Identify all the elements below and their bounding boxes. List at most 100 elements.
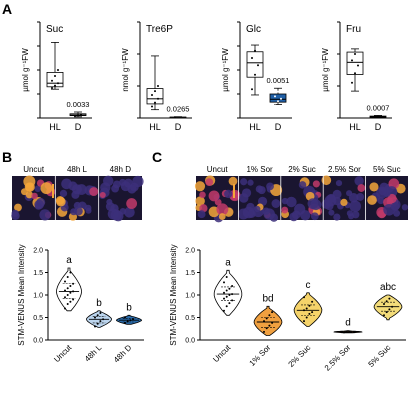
- box-rect: [146, 88, 164, 105]
- data-point: [271, 321, 274, 324]
- cell-nucleus: [310, 212, 319, 221]
- data-point: [124, 321, 126, 324]
- image-label: 1% Sor: [246, 165, 273, 174]
- cell-nucleus: [11, 211, 20, 220]
- image-label: 48h L: [67, 165, 88, 174]
- data-point: [305, 307, 308, 310]
- cell-nucleus: [326, 193, 336, 204]
- data-point: [268, 324, 271, 327]
- panel-b-violin-chart: 0.0 0.5 1.0 1.5 2.0 STM-VENUS Mean Intensity a…: [17, 244, 144, 365]
- group-label-D: D: [275, 122, 282, 132]
- data-point: [357, 64, 359, 67]
- y-tick-label: 0.0: [33, 338, 43, 345]
- data-point: [254, 49, 256, 52]
- significance-letter: abc: [380, 282, 396, 293]
- box-D: [269, 87, 287, 105]
- category-label: 48h L: [83, 343, 104, 364]
- image-label: Uncut: [207, 165, 229, 174]
- data-point: [154, 101, 156, 104]
- data-point: [157, 97, 159, 100]
- cell-nucleus: [300, 210, 311, 221]
- y-tick-label: 1.0: [33, 293, 43, 300]
- y-axis-label: STM-VENUS Mean Intensity: [17, 244, 26, 345]
- metabolite-label: Glc: [246, 24, 261, 35]
- y-tick-label: 0.0: [185, 338, 195, 345]
- data-point: [308, 312, 311, 315]
- category-label: 2.5% Sor: [323, 343, 353, 373]
- cell-nucleus: [321, 175, 332, 186]
- y-tick-label: 1.5: [185, 270, 195, 277]
- data-point: [388, 297, 391, 300]
- box-D: [169, 116, 187, 119]
- data-point: [94, 325, 96, 328]
- box-rect: [246, 51, 264, 78]
- cell-nucleus: [271, 199, 281, 208]
- cell-nucleus: [387, 193, 397, 204]
- significance-letter: c: [306, 280, 311, 291]
- data-point: [383, 314, 385, 317]
- violin-shape: [253, 305, 283, 336]
- data-point: [345, 330, 348, 333]
- colorbar: [233, 184, 235, 198]
- data-point: [69, 271, 72, 274]
- data-point: [102, 318, 105, 321]
- image-label: Uncut: [23, 165, 45, 174]
- cell-nucleus: [224, 189, 233, 199]
- data-point: [151, 93, 153, 96]
- cell-nucleus: [205, 178, 214, 187]
- violin-shape: [293, 292, 323, 327]
- data-point: [72, 290, 75, 293]
- cell-nucleus: [102, 175, 114, 187]
- metabolite-label: Tre6P: [146, 24, 173, 35]
- y-axis-label: nmol g⁻¹FW: [121, 48, 130, 92]
- cell-nucleus: [99, 191, 106, 199]
- cell-nucleus: [340, 198, 348, 207]
- violin-3: [333, 330, 363, 334]
- data-point: [223, 297, 225, 300]
- cell-nucleus: [76, 184, 87, 195]
- cell-nucleus: [255, 185, 264, 193]
- category-label: Uncut: [52, 343, 74, 365]
- cell-nucleus: [59, 189, 68, 198]
- cell-nucleus: [346, 190, 353, 197]
- panel-c-violin-chart: 0.0 0.5 1.0 1.5 2.0 STM-VENUS Mean Intensity a…: [169, 244, 406, 373]
- y-axis-label: µmol g⁻¹FW: [221, 48, 230, 92]
- data-point: [66, 287, 69, 290]
- cell-nucleus: [333, 213, 341, 221]
- cell-nucleus: [70, 208, 78, 216]
- data-point: [225, 276, 228, 278]
- group-label-HL: HL: [349, 122, 361, 132]
- data-point: [66, 303, 69, 305]
- data-point: [74, 114, 76, 117]
- cell-nucleus: [126, 198, 138, 209]
- category-label: 1% Sor: [247, 343, 272, 368]
- data-point: [64, 280, 66, 283]
- cell-nucleus: [383, 204, 395, 216]
- data-point: [80, 113, 82, 116]
- data-point: [64, 289, 66, 292]
- significance-letter: bd: [262, 293, 273, 304]
- data-point: [274, 102, 276, 105]
- data-point: [151, 105, 153, 108]
- p-value: 0.0265: [167, 105, 190, 114]
- data-point: [69, 300, 72, 303]
- cell-nucleus: [123, 178, 133, 188]
- violin-0: [55, 267, 83, 312]
- data-point: [124, 316, 126, 319]
- y-tick-label: 2.0: [33, 248, 43, 255]
- data-point: [311, 311, 314, 314]
- y-tick-label: 2.0: [185, 248, 195, 255]
- cell-nucleus: [328, 209, 335, 216]
- data-point: [257, 64, 259, 67]
- cell-nucleus: [356, 192, 365, 201]
- cell-nucleus: [40, 182, 53, 195]
- box-HL: [46, 42, 64, 90]
- group-label-HL: HL: [149, 122, 161, 132]
- data-point: [51, 87, 53, 89]
- data-point: [374, 115, 376, 118]
- data-point: [66, 276, 69, 278]
- data-point: [64, 307, 66, 310]
- data-point: [129, 319, 132, 322]
- data-point: [54, 75, 56, 77]
- cell-nucleus: [195, 196, 205, 206]
